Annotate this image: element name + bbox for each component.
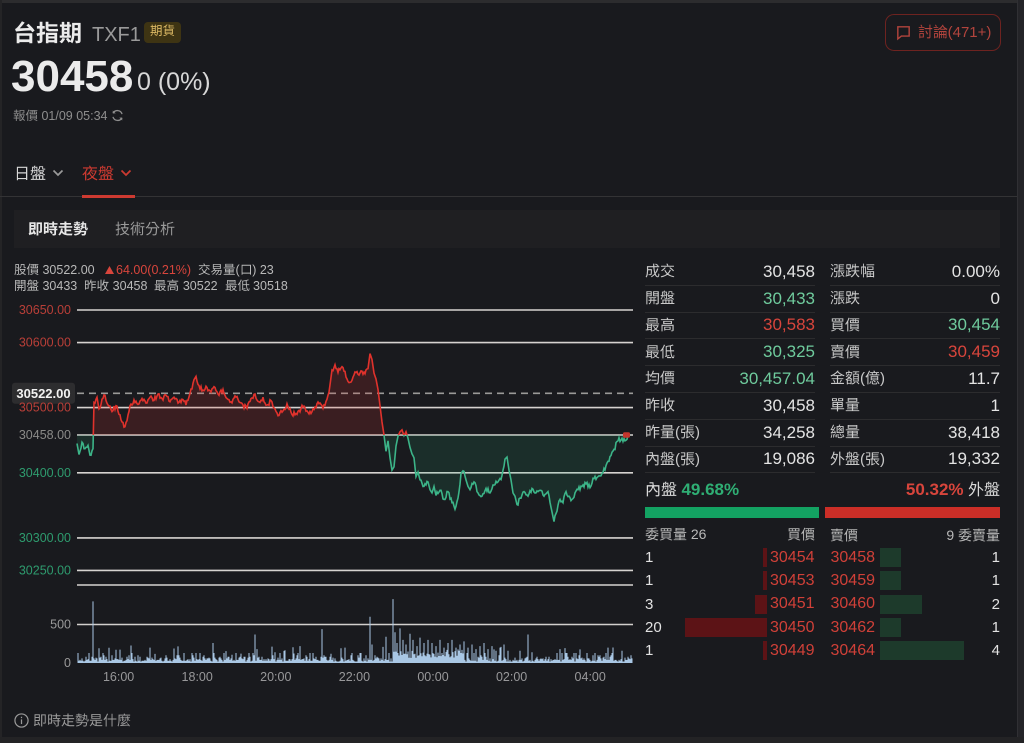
svg-text:30650.00: 30650.00	[19, 303, 71, 317]
svg-text:30522.00: 30522.00	[16, 386, 70, 401]
svg-text:16:00: 16:00	[103, 670, 134, 684]
svg-text:00:00: 00:00	[417, 670, 448, 684]
svg-text:20:00: 20:00	[260, 670, 291, 684]
svg-text:500: 500	[50, 618, 71, 632]
svg-text:02:00: 02:00	[496, 670, 527, 684]
svg-text:30600.00: 30600.00	[19, 336, 71, 350]
svg-text:04:00: 04:00	[575, 670, 606, 684]
svg-text:30458.00: 30458.00	[19, 428, 71, 442]
svg-text:18:00: 18:00	[182, 670, 213, 684]
svg-text:22:00: 22:00	[339, 670, 370, 684]
svg-text:30500.00: 30500.00	[19, 401, 71, 415]
svg-text:30300.00: 30300.00	[19, 531, 71, 545]
svg-text:30250.00: 30250.00	[19, 563, 71, 577]
svg-text:30400.00: 30400.00	[19, 466, 71, 480]
svg-text:0: 0	[64, 656, 71, 670]
